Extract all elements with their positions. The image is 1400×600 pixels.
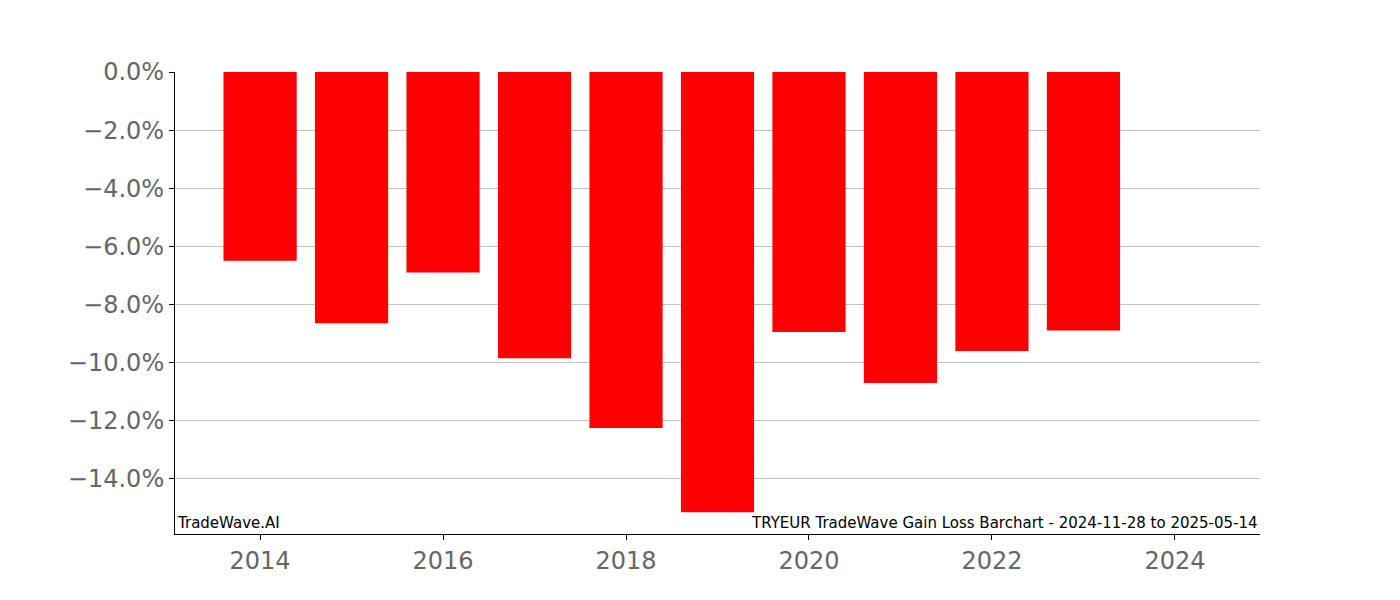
svg-text:−6.0%: −6.0% (83, 233, 164, 261)
svg-text:2020: 2020 (778, 547, 839, 575)
svg-text:−8.0%: −8.0% (83, 291, 164, 319)
svg-text:2014: 2014 (230, 547, 291, 575)
svg-text:TradeWave.AI: TradeWave.AI (177, 514, 280, 532)
svg-text:−4.0%: −4.0% (83, 175, 164, 203)
svg-text:−10.0%: −10.0% (68, 349, 164, 377)
svg-text:0.0%: 0.0% (103, 58, 164, 86)
svg-text:2024: 2024 (1144, 547, 1205, 575)
svg-text:−12.0%: −12.0% (68, 407, 164, 435)
svg-text:−2.0%: −2.0% (83, 117, 164, 145)
svg-text:2018: 2018 (595, 547, 656, 575)
svg-text:−14.0%: −14.0% (68, 465, 164, 493)
svg-text:TRYEUR TradeWave Gain Loss Bar: TRYEUR TradeWave Gain Loss Barchart - 20… (751, 514, 1258, 532)
svg-text:2016: 2016 (413, 547, 474, 575)
svg-text:2022: 2022 (961, 547, 1022, 575)
